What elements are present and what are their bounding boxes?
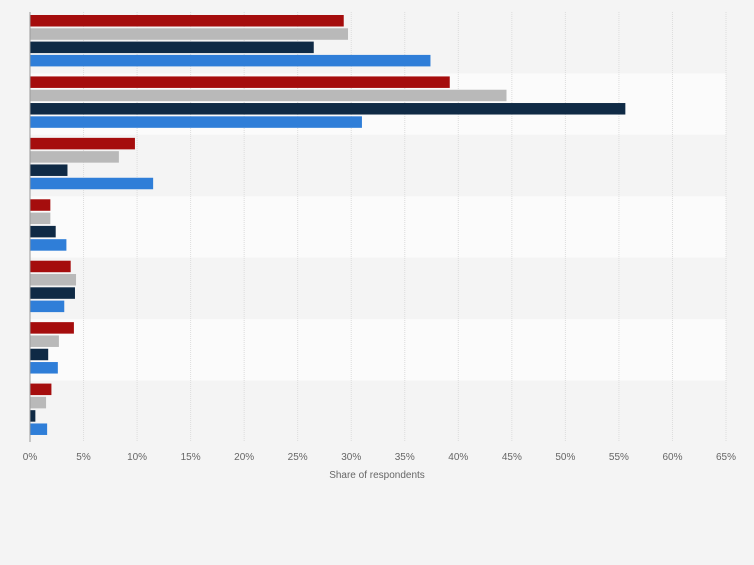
bar[interactable] (30, 212, 51, 225)
bar[interactable] (30, 260, 71, 273)
bar[interactable] (30, 199, 51, 211)
bar[interactable] (30, 116, 362, 128)
bar[interactable] (30, 274, 77, 286)
bar[interactable] (30, 54, 431, 67)
bar[interactable] (30, 137, 135, 150)
bar[interactable] (30, 15, 344, 27)
bar[interactable] (30, 177, 154, 190)
bar[interactable] (30, 287, 75, 299)
bar[interactable] (30, 348, 49, 361)
bar[interactable] (30, 300, 65, 313)
x-axis-label: Share of respondents (329, 470, 425, 481)
bar[interactable] (30, 383, 52, 396)
bar[interactable] (30, 362, 58, 374)
bar[interactable] (30, 239, 67, 251)
x-tick-label: 10% (127, 452, 147, 463)
bar[interactable] (30, 28, 349, 40)
bar[interactable] (30, 225, 56, 238)
bar[interactable] (30, 89, 507, 102)
x-tick-label: 25% (288, 452, 308, 463)
x-tick-label: 40% (448, 452, 468, 463)
x-tick-label: 15% (181, 452, 201, 463)
bar[interactable] (30, 335, 59, 347)
x-tick-label: 55% (609, 452, 629, 463)
bar[interactable] (30, 423, 48, 435)
bar[interactable] (30, 410, 36, 422)
bar[interactable] (30, 396, 47, 409)
x-tick-label: 65% (716, 452, 736, 463)
category-band (30, 380, 726, 442)
x-tick-label: 60% (662, 452, 682, 463)
category-band (30, 257, 726, 320)
bar[interactable] (30, 322, 74, 334)
bar[interactable] (30, 41, 314, 54)
bar[interactable] (30, 164, 68, 176)
x-tick-label: 45% (502, 452, 522, 463)
x-tick-label: 20% (234, 452, 254, 463)
bar[interactable] (30, 103, 626, 115)
category-band (30, 319, 726, 381)
x-tick-label: 5% (76, 452, 91, 463)
x-tick-label: 35% (395, 452, 415, 463)
bar[interactable] (30, 151, 119, 163)
x-tick-label: 30% (341, 452, 361, 463)
x-tick-label: 0% (23, 452, 38, 463)
category-band (30, 196, 726, 258)
bar[interactable] (30, 76, 450, 88)
x-tick-label: 50% (555, 452, 575, 463)
